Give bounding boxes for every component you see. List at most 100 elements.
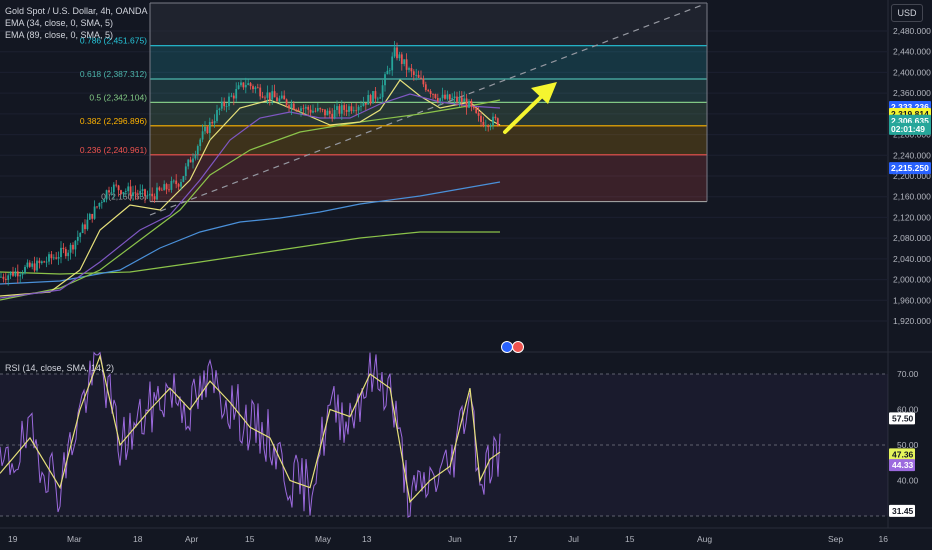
candle-body <box>336 106 338 110</box>
candle-body <box>192 158 194 163</box>
candle-body <box>362 102 365 106</box>
price-tick-label: 2,440.000 <box>893 47 931 57</box>
candle-body <box>124 191 127 193</box>
candle-body <box>223 101 226 107</box>
candle-body <box>388 70 391 72</box>
currency-button[interactable]: USD <box>891 4 923 22</box>
candle-body <box>74 240 77 250</box>
candle-body <box>381 85 384 98</box>
ema34-legend: EMA (34, close, 0, SMA, 5) <box>5 18 114 28</box>
candle-body <box>465 98 468 108</box>
candle-body <box>446 94 449 99</box>
candle-body <box>122 192 125 194</box>
candle-body <box>40 261 43 264</box>
candle-body <box>352 110 355 112</box>
candle-body <box>247 83 250 85</box>
candle-body <box>408 68 410 70</box>
candle-body <box>52 257 55 259</box>
candle-body <box>67 252 70 257</box>
candle-body <box>112 184 115 193</box>
candle-body <box>62 247 65 250</box>
time-tick-label: 15 <box>245 534 255 544</box>
rsi-tag <box>889 448 915 461</box>
candle-body <box>463 98 466 102</box>
candle-body <box>472 106 475 109</box>
candle-body <box>384 74 386 86</box>
candle-body <box>93 206 96 219</box>
candle-body <box>120 190 122 194</box>
candle-body <box>14 271 17 276</box>
candle-body <box>105 190 108 200</box>
candle-body <box>345 109 348 112</box>
candle-body <box>108 190 110 193</box>
candle-body <box>324 109 326 116</box>
candle-body <box>492 116 494 126</box>
candle-body <box>26 262 29 267</box>
fib-level-label: 0.618 (2,387.312) <box>80 69 147 79</box>
candle-body <box>393 47 396 57</box>
candle-body <box>259 87 262 97</box>
event-flag-icon <box>501 341 513 353</box>
candle-body <box>213 120 216 124</box>
candle-body <box>278 98 281 102</box>
candle-body <box>115 184 118 186</box>
candle-body <box>283 95 286 100</box>
candle-body <box>326 110 329 116</box>
candle-body <box>96 206 98 208</box>
candle-body <box>355 110 358 112</box>
candle-body <box>242 82 245 88</box>
projection-arrowhead <box>531 82 557 104</box>
candle-body <box>321 109 324 111</box>
price-tick-label: 2,120.000 <box>893 212 931 222</box>
candle-body <box>266 92 269 98</box>
time-tick-label: Jul <box>568 534 579 544</box>
candle-body <box>314 110 317 112</box>
fib-level-label: 0 (2,150.65) <box>101 192 147 202</box>
candle-body <box>292 103 295 110</box>
candle-body <box>434 94 437 99</box>
projection-arrow <box>503 93 545 134</box>
candle-body <box>134 192 137 194</box>
candle-body <box>0 276 2 278</box>
rsi-tag <box>889 459 915 472</box>
candle-body <box>372 91 374 104</box>
candle-body <box>309 109 312 113</box>
candle-body <box>261 96 264 98</box>
candle-body <box>129 186 132 197</box>
time-tick-label: 15 <box>625 534 635 544</box>
candle-body <box>331 113 334 119</box>
time-tick-label: 19 <box>8 534 18 544</box>
price-tag-label: 2,306.635 <box>891 116 929 126</box>
candle-body <box>230 95 233 97</box>
time-tick-label: Mar <box>67 534 82 544</box>
candle-body <box>264 97 266 99</box>
rsi-ma-line <box>0 354 501 504</box>
candle-body <box>252 86 254 90</box>
candle-body <box>240 82 242 86</box>
candle-body <box>153 196 156 200</box>
candle-body <box>396 47 398 59</box>
candle-body <box>218 108 221 111</box>
candle-body <box>312 110 314 113</box>
rsi-legend: RSI (14, close, SMA, 14, 2) <box>5 363 115 373</box>
candle-body <box>319 108 322 110</box>
fib-zone <box>150 3 707 46</box>
rsi-tag-label: 57.50 <box>892 413 914 423</box>
candle-body <box>451 98 454 100</box>
price-tick-label: 2,240.000 <box>893 150 931 160</box>
candle-body <box>350 106 353 112</box>
price-tick-label: 2,360.000 <box>893 88 931 98</box>
candle-body <box>189 159 192 163</box>
candle-body <box>436 98 439 102</box>
candle-body <box>60 247 62 258</box>
candle-body <box>441 94 444 99</box>
candle-body <box>288 105 290 109</box>
candle-body <box>151 193 154 197</box>
candle-body <box>216 110 218 121</box>
rsi-tag-label: 47.36 <box>892 449 914 459</box>
candle-body <box>496 118 499 126</box>
candle-body <box>237 85 240 90</box>
candle-body <box>290 103 293 109</box>
candle-body <box>422 78 425 85</box>
